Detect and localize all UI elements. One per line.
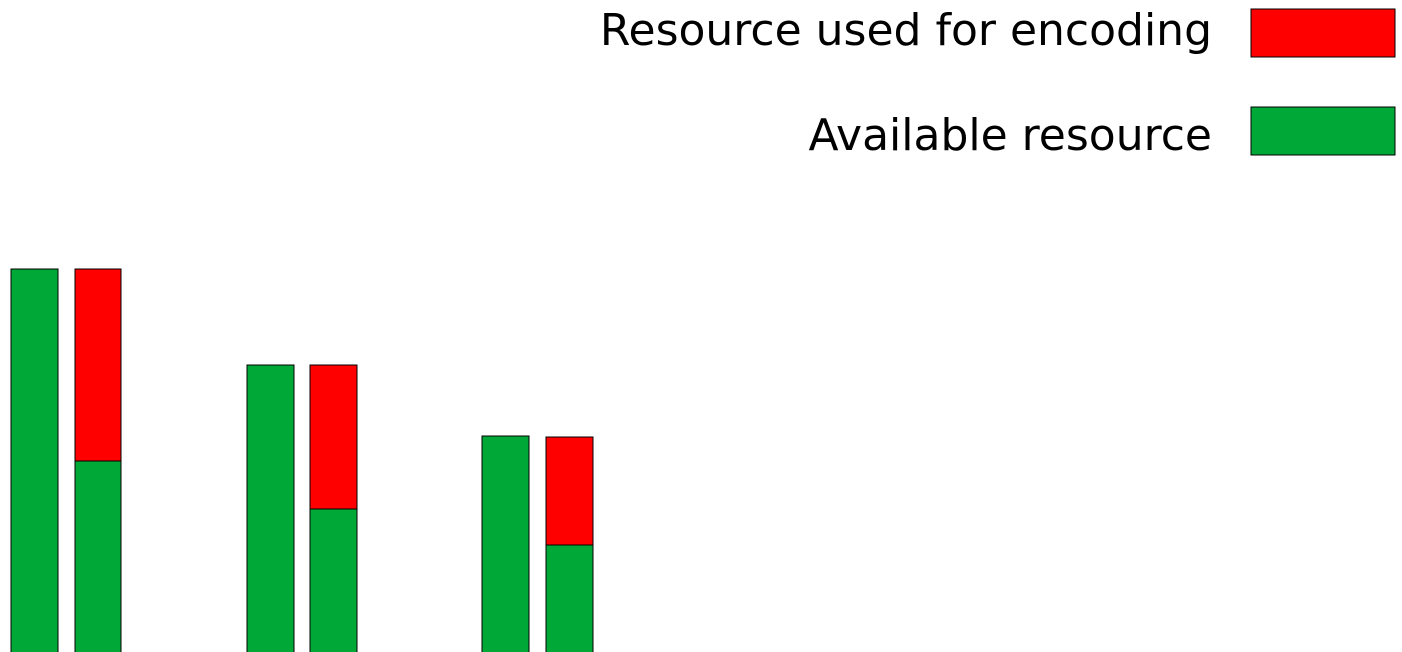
legend: Resource used for encoding Available res… (600, 5, 1396, 161)
bars (10, 268, 594, 652)
bar-used (309, 364, 358, 510)
bar-available (246, 364, 295, 652)
bar-available (74, 460, 122, 652)
bar-used (545, 436, 594, 546)
bar-available (545, 544, 594, 652)
bar-used (74, 268, 122, 462)
bar-available (481, 435, 530, 652)
legend-swatch (1250, 106, 1396, 156)
legend-swatch (1250, 8, 1396, 58)
legend-label: Available resource (809, 110, 1212, 161)
legend-label: Resource used for encoding (600, 5, 1212, 56)
bar-available (309, 508, 358, 652)
bar-available (10, 268, 59, 652)
